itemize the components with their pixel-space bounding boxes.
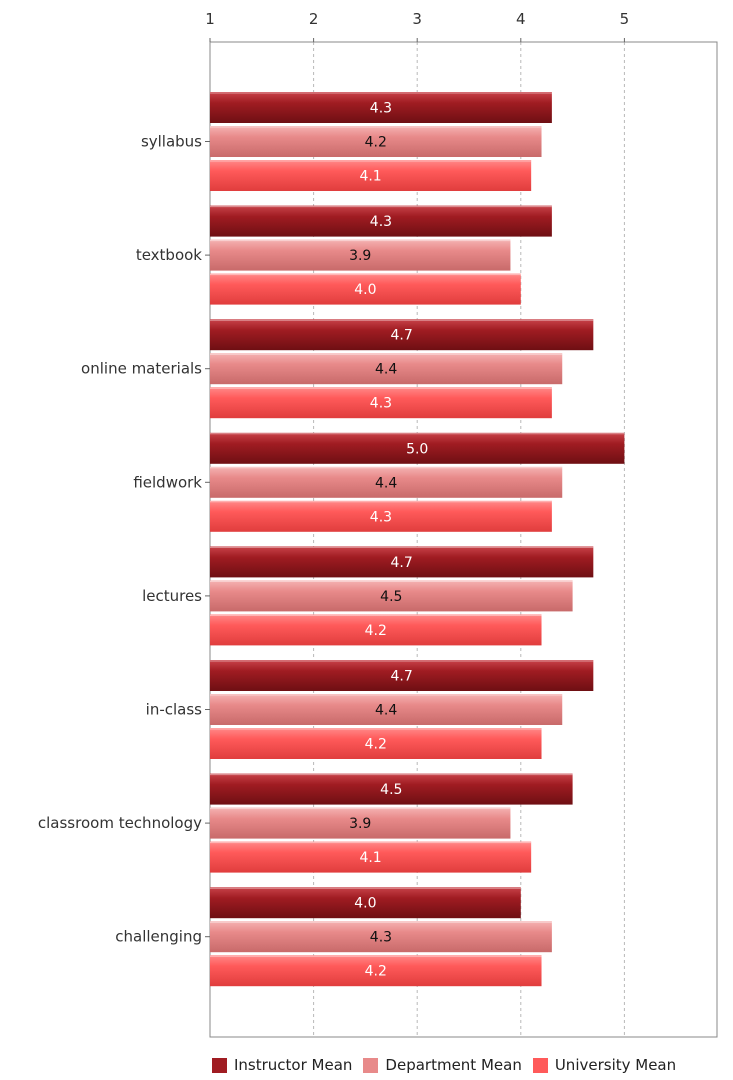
data-label: 4.3 xyxy=(370,396,392,412)
data-label: 4.3 xyxy=(370,101,392,117)
legend-swatch xyxy=(212,1057,227,1073)
data-label: 4.1 xyxy=(359,169,381,185)
category-label: syllabus xyxy=(141,133,202,151)
data-label: 4.0 xyxy=(354,282,376,298)
bar xyxy=(210,955,542,987)
x-tick-label: 2 xyxy=(309,10,319,28)
category-label: challenging xyxy=(115,928,202,946)
bar xyxy=(210,387,552,419)
category-label: lectures xyxy=(142,587,202,605)
bar xyxy=(210,728,542,759)
category-label: fieldwork xyxy=(133,473,202,491)
legend-label: Instructor Mean xyxy=(234,1056,353,1074)
data-label: 3.9 xyxy=(349,816,371,832)
category-label: classroom technology xyxy=(38,814,202,832)
bar xyxy=(210,353,563,385)
bar xyxy=(210,273,521,305)
legend-label: University Mean xyxy=(554,1056,677,1074)
bar xyxy=(210,319,594,351)
data-label: 4.4 xyxy=(375,362,397,378)
bar-chart: 1 2 3 4 5 syllabus 4.3 4.2 4.1 textbook 4.3 3.9 4.0 o… xyxy=(38,10,718,1038)
legend-swatch xyxy=(363,1057,379,1073)
data-label: 4.2 xyxy=(365,135,387,151)
data-label: 4.7 xyxy=(391,328,413,344)
category-label: online materials xyxy=(81,360,202,378)
x-tick-label: 3 xyxy=(412,10,422,28)
data-label: 4.5 xyxy=(380,589,402,605)
bar xyxy=(210,92,552,123)
bar xyxy=(210,580,573,612)
data-label: 4.7 xyxy=(391,669,413,685)
bar xyxy=(210,694,563,725)
data-label: 4.0 xyxy=(354,896,376,912)
bar xyxy=(210,887,521,919)
bar xyxy=(210,205,552,237)
bar xyxy=(210,466,563,498)
bar xyxy=(210,126,542,157)
legend-label: Department Mean xyxy=(385,1056,522,1074)
bar xyxy=(210,660,594,691)
x-tick-label: 4 xyxy=(516,10,526,28)
data-label: 3.9 xyxy=(349,248,371,264)
x-tick-label: 5 xyxy=(620,10,630,28)
legend-item: Instructor Mean xyxy=(212,1056,352,1074)
legend-swatch xyxy=(532,1057,548,1073)
bar xyxy=(210,841,532,873)
data-label: 4.2 xyxy=(365,737,387,753)
data-label: 4.3 xyxy=(370,930,392,946)
bar xyxy=(210,921,552,953)
data-label: 4.2 xyxy=(365,964,387,980)
bar xyxy=(210,773,573,805)
data-label: 4.1 xyxy=(359,850,381,866)
data-label: 4.4 xyxy=(375,475,397,491)
bar xyxy=(210,432,625,464)
legend-item: University Mean xyxy=(532,1056,677,1074)
bar xyxy=(210,500,552,532)
bar xyxy=(210,239,511,271)
plot-border xyxy=(209,41,718,1038)
data-label: 4.2 xyxy=(365,623,387,639)
bar xyxy=(210,807,511,839)
data-label: 4.3 xyxy=(370,214,392,230)
data-label: 4.4 xyxy=(375,703,397,719)
legend-item: Department Mean xyxy=(363,1056,522,1074)
category-label: in-class xyxy=(146,701,203,719)
data-label: 4.7 xyxy=(391,555,413,571)
data-label: 5.0 xyxy=(406,441,428,457)
bar xyxy=(210,614,542,646)
bar xyxy=(210,160,532,191)
category-label: textbook xyxy=(136,246,202,264)
data-label: 4.3 xyxy=(370,509,392,525)
x-tick-label: 1 xyxy=(205,10,215,28)
chart-legend: Instructor Mean Department Mean University… xyxy=(212,1056,687,1074)
bar xyxy=(210,546,594,578)
data-label: 4.5 xyxy=(380,782,402,798)
